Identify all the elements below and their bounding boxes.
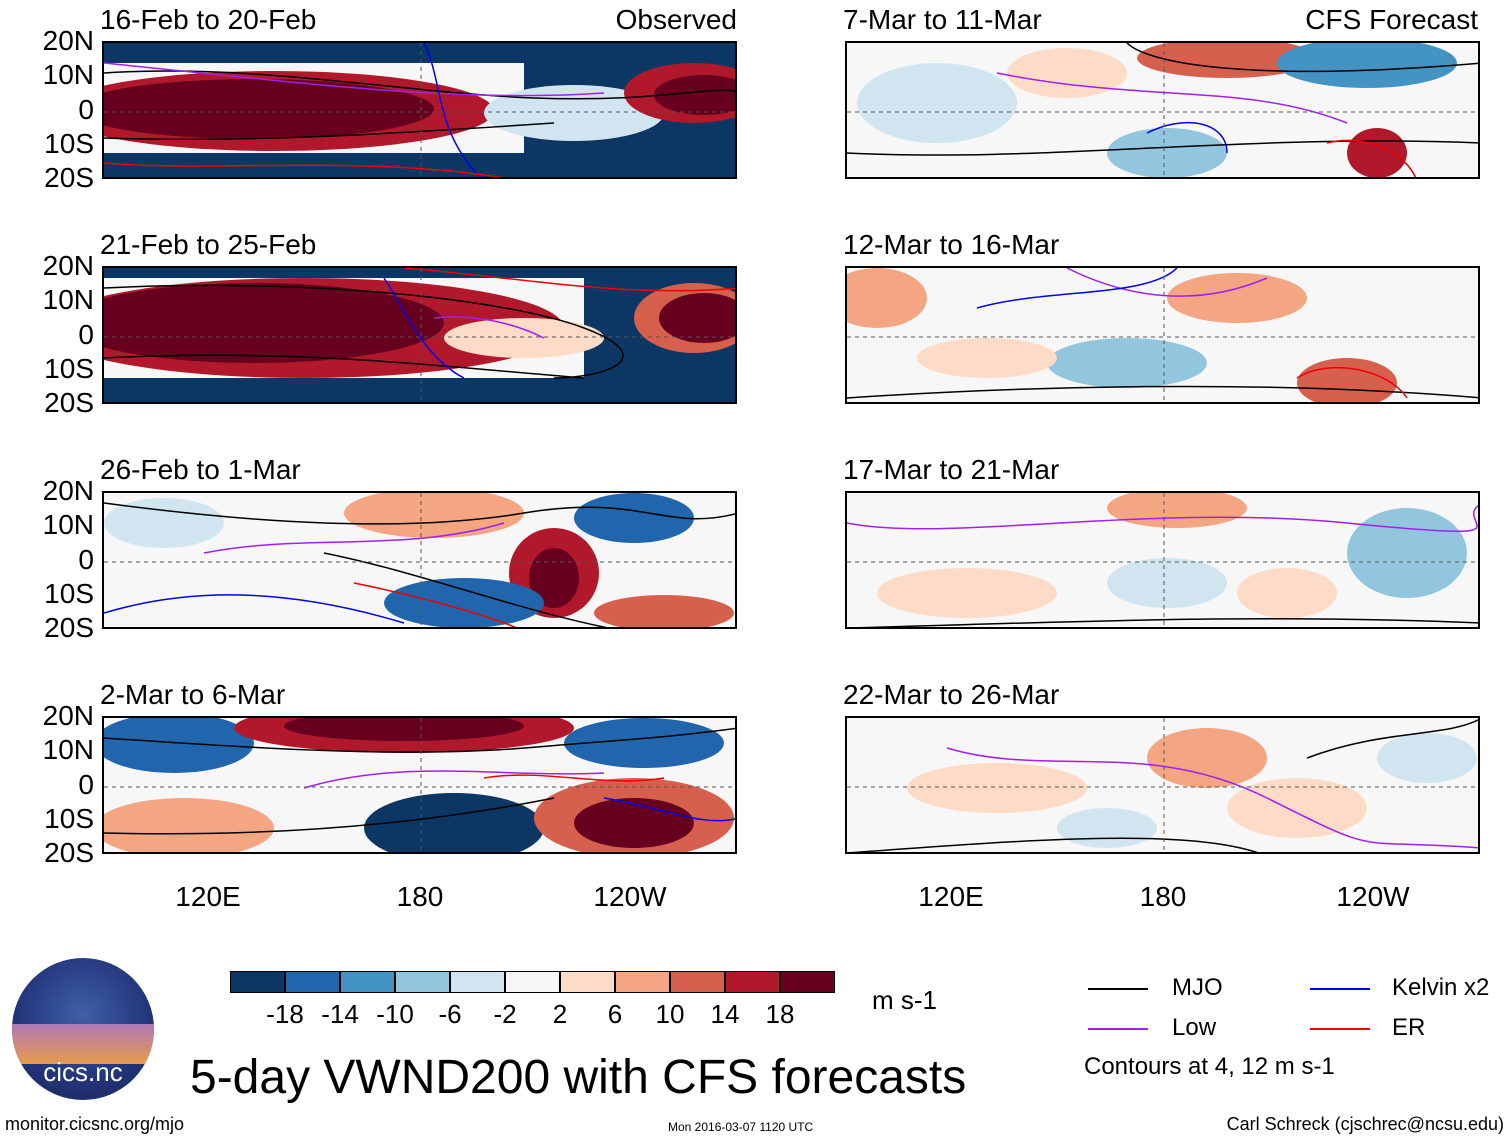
low-legend-label: Low bbox=[1172, 1014, 1217, 1041]
footer-url: monitor.cicsnc.org/mjo bbox=[5, 1114, 185, 1134]
er-legend-line bbox=[1310, 1028, 1370, 1030]
lat-label: 20N bbox=[42, 700, 94, 731]
panel-title: 2-Mar to 6-Mar bbox=[100, 679, 286, 710]
colorbar-swatch bbox=[340, 971, 395, 993]
colorbar-swatch bbox=[505, 971, 560, 993]
lon-label: 180 bbox=[396, 881, 444, 912]
lat-label: 10S bbox=[44, 803, 94, 834]
mjo-legend-label: MJO bbox=[1172, 974, 1223, 1001]
lat-label: 10N bbox=[42, 59, 94, 90]
panel-title: 26-Feb to 1-Mar bbox=[100, 454, 301, 485]
colorbar-swatch bbox=[670, 971, 725, 993]
colorbar-tick: -6 bbox=[438, 999, 462, 1029]
lat-label: 20S bbox=[44, 162, 94, 193]
low-legend-line bbox=[1088, 1028, 1148, 1030]
lon-label: 120E bbox=[918, 881, 984, 912]
map-panel-8 bbox=[845, 716, 1480, 854]
colorbar-tick: -18 bbox=[266, 999, 304, 1029]
vwnd-field bbox=[847, 43, 1478, 177]
lon-label: 180 bbox=[1139, 881, 1187, 912]
colorbar-tick: 18 bbox=[765, 999, 795, 1029]
colorbar-tick: -10 bbox=[376, 999, 414, 1029]
colorbar-swatch bbox=[725, 971, 780, 993]
main-title: 5-day VWND200 with CFS forecasts bbox=[190, 1051, 967, 1104]
lat-label: 20S bbox=[44, 837, 94, 868]
lat-label: 20S bbox=[44, 387, 94, 418]
lon-label: 120W bbox=[593, 881, 667, 912]
lat-label: 0 bbox=[78, 94, 94, 125]
panel-corner-label: CFS Forecast bbox=[1305, 4, 1478, 35]
colorbar-tick: 10 bbox=[655, 999, 685, 1029]
panel-title: 22-Mar to 26-Mar bbox=[843, 679, 1060, 710]
vwnd-field bbox=[847, 718, 1478, 852]
colorbar-swatch bbox=[780, 971, 835, 993]
lat-label: 20N bbox=[42, 250, 94, 281]
lat-label: 20S bbox=[44, 612, 94, 643]
lat-label: 20N bbox=[42, 25, 94, 56]
lat-label: 10S bbox=[44, 128, 94, 159]
panel-title: 21-Feb to 25-Feb bbox=[100, 229, 317, 260]
panel-corner-label: Observed bbox=[615, 4, 737, 35]
footer-timestamp: Mon 2016-03-07 1120 UTC bbox=[668, 1120, 814, 1134]
map-panel-5 bbox=[845, 41, 1480, 179]
map-panel-3 bbox=[102, 491, 737, 629]
map-panel-1 bbox=[102, 41, 737, 179]
mjo-legend-line bbox=[1088, 988, 1148, 990]
colorbar-swatch bbox=[560, 971, 615, 993]
lat-label: 10N bbox=[42, 509, 94, 540]
colorbar-tick: -14 bbox=[321, 999, 359, 1029]
map-panel-2 bbox=[102, 266, 737, 404]
lat-label: 10N bbox=[42, 284, 94, 315]
colorbar-swatch bbox=[230, 971, 285, 993]
lon-label: 120W bbox=[1336, 881, 1410, 912]
vwnd-field bbox=[104, 43, 735, 177]
colorbar-swatch bbox=[450, 971, 505, 993]
lat-label: 0 bbox=[78, 769, 94, 800]
colorbar-units: m s-1 bbox=[872, 985, 937, 1015]
lat-label: 0 bbox=[78, 544, 94, 575]
map-panel-6 bbox=[845, 266, 1480, 404]
lat-label: 10N bbox=[42, 734, 94, 765]
cicsnc-logo: cics.nc bbox=[12, 958, 154, 1100]
lon-label: 120E bbox=[175, 881, 241, 912]
lat-label: 20N bbox=[42, 475, 94, 506]
vwnd-field bbox=[104, 718, 735, 852]
colorbar-swatch bbox=[615, 971, 670, 993]
panel-title: 7-Mar to 11-Mar bbox=[843, 4, 1042, 35]
contours-note: Contours at 4, 12 m s-1 bbox=[1084, 1053, 1335, 1080]
colorbar-swatch bbox=[395, 971, 450, 993]
colorbar-swatch bbox=[285, 971, 340, 993]
kelvin-legend-label: Kelvin x2 bbox=[1392, 974, 1490, 1001]
colorbar-tick: 14 bbox=[710, 999, 740, 1029]
lat-label: 0 bbox=[78, 319, 94, 350]
map-panel-7 bbox=[845, 491, 1480, 629]
vwnd-field bbox=[847, 268, 1478, 402]
logo-text: cics.nc bbox=[43, 1057, 123, 1087]
panel-title: 17-Mar to 21-Mar bbox=[843, 454, 1060, 485]
er-legend-label: ER bbox=[1392, 1014, 1426, 1041]
logo-mountains bbox=[12, 1024, 154, 1064]
footer-author: Carl Schreck (cjschrec@ncsu.edu) bbox=[1226, 1114, 1504, 1134]
colorbar-tick: 2 bbox=[552, 999, 568, 1029]
vwnd-field bbox=[104, 268, 735, 402]
panel-title: 16-Feb to 20-Feb bbox=[100, 4, 317, 35]
map-panel-4 bbox=[102, 716, 737, 854]
vwnd-field bbox=[104, 493, 735, 627]
lat-label: 10S bbox=[44, 353, 94, 384]
lat-label: 10S bbox=[44, 578, 94, 609]
panel-title: 12-Mar to 16-Mar bbox=[843, 229, 1060, 260]
colorbar-tick: -2 bbox=[493, 999, 517, 1029]
colorbar-tick: 6 bbox=[607, 999, 623, 1029]
kelvin-legend-line bbox=[1310, 988, 1370, 990]
vwnd-field bbox=[847, 493, 1478, 627]
